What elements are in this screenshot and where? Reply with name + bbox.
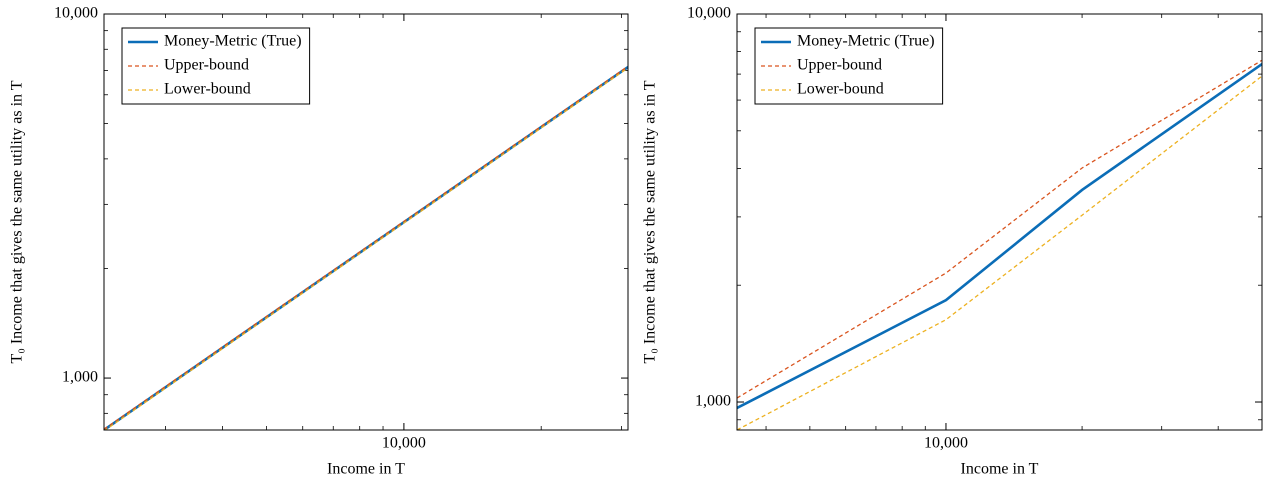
y-axis-label: T₀ Income that gives the same utility as… [642, 80, 659, 363]
legend-label: Money-Metric (True) [164, 33, 302, 50]
x-axis-label: Income in T [327, 461, 405, 478]
legend-box [121, 27, 311, 105]
series-line [104, 65, 628, 430]
x-tick-label: 10,000 [382, 435, 426, 452]
y-tick-label: 10,000 [54, 5, 98, 22]
legend-label: Lower-bound [164, 81, 251, 98]
x-tick-label: 10,000 [924, 435, 968, 452]
series-line [104, 67, 628, 430]
plot-frame [103, 13, 629, 431]
series-line [104, 65, 628, 430]
legend-box [754, 27, 944, 105]
legend-label: Upper-bound [164, 57, 249, 74]
series-line [737, 59, 1262, 399]
legend: Money-Metric (True) Upper-bound Lower-boun… [754, 27, 944, 105]
y-axis-label: T₀ Income that gives the same utility as… [9, 80, 26, 363]
y-tick-label: 10,000 [687, 5, 731, 22]
series-line [737, 75, 1262, 430]
legend-label: Money-Metric (True) [797, 33, 935, 50]
legend-label: Upper-bound [797, 57, 882, 74]
series-line [737, 62, 1262, 410]
legend-label: Lower-bound [797, 81, 884, 98]
chart-panel: 10,000 1,000 10,000 Income in T T₀ Income th… [642, 5, 1263, 478]
chart-panel: 10,000 1,000 10,000 Income in T T₀ Income th… [9, 5, 629, 478]
plot-frame [736, 13, 1263, 431]
y-tick-label: 1,000 [62, 369, 98, 386]
legend: Money-Metric (True) Upper-bound Lower-boun… [121, 27, 311, 105]
x-axis-label: Income in T [961, 461, 1039, 478]
y-tick-label: 1,000 [695, 393, 731, 410]
